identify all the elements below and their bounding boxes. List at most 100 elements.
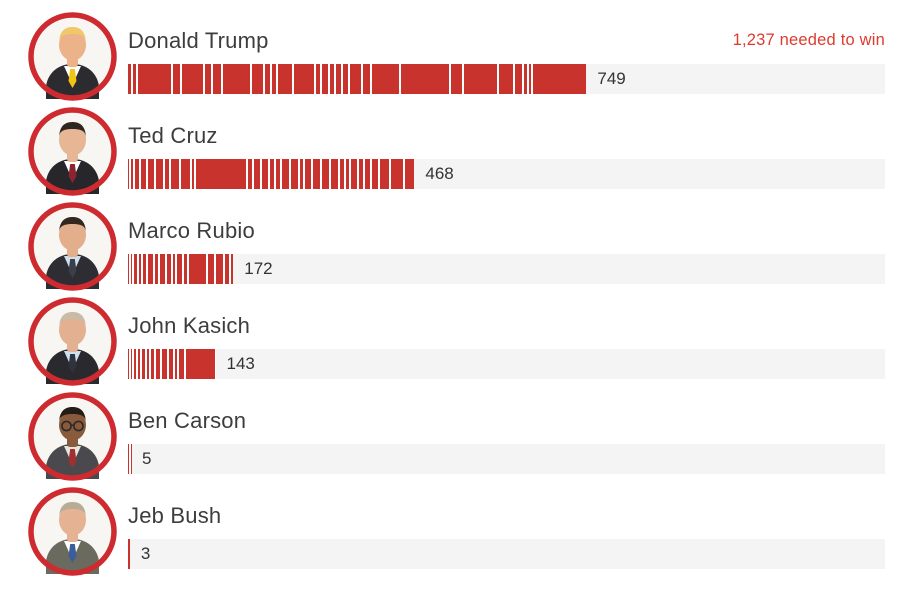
delegate-bar-segment — [316, 64, 321, 94]
delegate-bar-segment — [161, 349, 168, 379]
delegate-bar-segment — [264, 64, 271, 94]
candidate-content: Jeb Bush 3 — [128, 485, 885, 569]
delegate-bar-segment — [131, 159, 134, 189]
delegate-bar — [128, 539, 130, 569]
delegate-bar-segment — [128, 159, 130, 189]
delegate-bar-segment — [142, 349, 145, 379]
delegate-bar-segment — [339, 159, 345, 189]
delegate-bar-segment — [183, 254, 188, 284]
delegate-bar-segment — [371, 159, 378, 189]
candidate-portrait-icon — [28, 107, 117, 196]
delegate-bar-segment — [293, 64, 315, 94]
delegate-bar-segment — [128, 539, 130, 569]
delegate-bar-segment — [305, 159, 311, 189]
delegate-bar-segment — [253, 159, 261, 189]
candidate-portrait-icon — [28, 297, 117, 386]
delegate-bar-segment — [141, 159, 146, 189]
delegate-bar-segment — [179, 349, 185, 379]
delegate-bar-segment — [138, 254, 141, 284]
delegate-bar-track: 143 — [128, 349, 885, 379]
delegate-bar-track: 5 — [128, 444, 885, 474]
delegate-bar-track: 749 — [128, 64, 885, 94]
delegate-bar-segment — [451, 64, 463, 94]
delegate-bar-segment — [131, 349, 133, 379]
delegate-bar-segment — [372, 64, 400, 94]
delegate-bar — [128, 254, 234, 284]
candidate-name: Marco Rubio — [128, 218, 255, 243]
delegate-bar-segment — [181, 159, 191, 189]
candidate-avatar — [27, 201, 118, 292]
delegate-bar-segment — [523, 64, 527, 94]
delegate-bar-segment — [379, 159, 390, 189]
delegate-bar-segment — [269, 159, 274, 189]
delegate-bar-segment — [401, 64, 450, 94]
delegate-bar-segment — [131, 444, 132, 474]
delegate-bar-segment — [134, 254, 137, 284]
candidate-name: Donald Trump — [128, 28, 269, 53]
delegate-bar-segment — [464, 64, 497, 94]
delegate-bar-segment — [363, 64, 371, 94]
candidate-name: Jeb Bush — [128, 503, 222, 528]
delegate-bar-segment — [498, 64, 513, 94]
delegate-bar-segment — [142, 254, 147, 284]
delegate-bar-segment — [231, 254, 234, 284]
candidate-content: Ted Cruz 468 — [128, 105, 885, 189]
candidate-row: Ted Cruz 468 — [27, 105, 885, 200]
delegate-bar-segment — [329, 64, 334, 94]
candidate-portrait-icon — [28, 12, 117, 101]
delegate-count: 468 — [425, 164, 454, 183]
candidate-row: Jeb Bush 3 — [27, 485, 885, 580]
delegate-bar-segment — [181, 64, 204, 94]
candidate-row: John Kasich 143 — [27, 295, 885, 390]
candidate-avatar — [27, 391, 118, 482]
delegate-bar-segment — [262, 159, 268, 189]
delegate-bar-segment — [223, 64, 250, 94]
delegate-bar-segment — [134, 349, 137, 379]
candidate-avatar — [27, 296, 118, 387]
candidate-name: Ted Cruz — [128, 123, 218, 148]
delegate-bar-segment — [132, 64, 137, 94]
delegate-bar-segment — [514, 64, 522, 94]
candidate-portrait-icon — [28, 487, 117, 576]
delegate-bar-segment — [138, 64, 171, 94]
delegate-bar-segment — [251, 64, 263, 94]
delegate-bar-segment — [148, 254, 153, 284]
delegate-bar-segment — [166, 254, 171, 284]
delegate-bar-segment — [154, 254, 158, 284]
candidate-rows: Donald Trump 749 — [27, 10, 885, 580]
candidate-row: Donald Trump 749 — [27, 10, 885, 105]
delegate-bar-track: 468 — [128, 159, 885, 189]
delegate-bar-segment — [275, 159, 281, 189]
delegate-bar-segment — [343, 64, 349, 94]
delegate-bar-segment — [147, 159, 154, 189]
delegate-bar-segment — [128, 254, 129, 284]
candidate-avatar — [27, 106, 118, 197]
candidate-avatar — [27, 486, 118, 577]
delegate-bar-segment — [150, 349, 154, 379]
delegate-bar-segment — [224, 254, 230, 284]
delegate-bar-segment — [138, 349, 141, 379]
candidate-content: Donald Trump 749 — [128, 10, 885, 94]
candidate-content: Ben Carson 5 — [128, 390, 885, 474]
delegate-bar-segment — [171, 159, 180, 189]
needed-to-win-label: 1,237 needed to win — [732, 31, 885, 49]
candidate-portrait-icon — [28, 202, 117, 291]
delegate-bar-segment — [195, 159, 246, 189]
delegate-bar-segment — [189, 254, 207, 284]
delegate-bar-segment — [155, 349, 160, 379]
delegate-bar — [128, 349, 216, 379]
delegate-count: 5 — [142, 449, 152, 468]
delegate-bar — [128, 64, 587, 94]
delegate-bar-segment — [404, 159, 415, 189]
delegate-bar-segment — [278, 64, 292, 94]
delegate-bar-segment — [213, 64, 222, 94]
delegate-bar-segment — [155, 159, 163, 189]
delegate-bar-segment — [350, 159, 357, 189]
delegate-count: 749 — [597, 69, 626, 88]
delegate-bar-segment — [330, 159, 338, 189]
delegate-count: 3 — [140, 544, 151, 563]
delegate-bar — [128, 444, 132, 474]
candidate-name: John Kasich — [128, 313, 251, 338]
delegate-bar-segment — [135, 159, 140, 189]
delegate-bar-segment — [533, 64, 587, 94]
